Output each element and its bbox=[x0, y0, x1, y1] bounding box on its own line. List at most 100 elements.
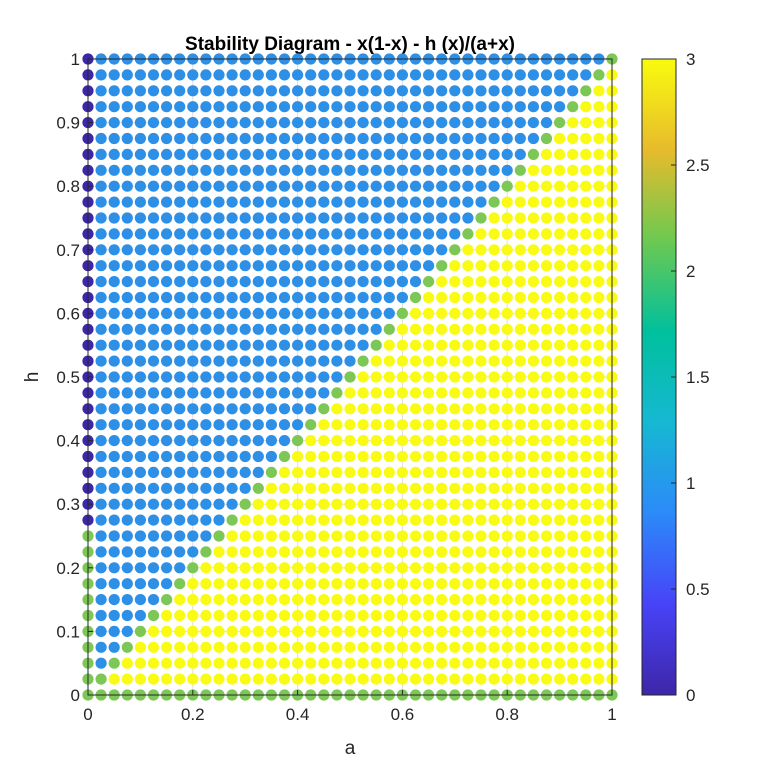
data-point bbox=[383, 276, 395, 288]
data-point bbox=[436, 625, 448, 638]
data-point bbox=[278, 85, 291, 97]
data-point bbox=[108, 228, 120, 240]
data-point bbox=[252, 562, 264, 574]
data-point bbox=[265, 625, 277, 638]
data-point bbox=[554, 625, 566, 638]
data-point bbox=[108, 609, 120, 622]
data-point bbox=[462, 657, 474, 669]
colorbar: 00.511.522.53 bbox=[641, 50, 710, 705]
data-point bbox=[344, 498, 356, 510]
data-point bbox=[318, 498, 330, 510]
data-point bbox=[121, 419, 133, 431]
data-point bbox=[514, 530, 526, 542]
data-point bbox=[527, 435, 540, 447]
data-point bbox=[475, 132, 487, 145]
data-point bbox=[396, 69, 408, 81]
data-point bbox=[278, 387, 291, 399]
colorbar-tick-label: 0 bbox=[686, 686, 695, 705]
data-point bbox=[540, 466, 553, 478]
data-point bbox=[95, 85, 107, 97]
data-point bbox=[383, 260, 395, 272]
data-point bbox=[226, 180, 238, 192]
data-point bbox=[318, 625, 330, 638]
data-point bbox=[462, 180, 474, 192]
data-point bbox=[134, 657, 146, 669]
data-point bbox=[370, 196, 382, 208]
data-point bbox=[409, 180, 422, 192]
data-point bbox=[554, 101, 566, 113]
data-point bbox=[95, 101, 107, 113]
data-point bbox=[383, 117, 395, 129]
data-point bbox=[593, 355, 605, 367]
data-point bbox=[200, 609, 212, 622]
data-point bbox=[292, 291, 304, 304]
y-tick-label: 0.4 bbox=[56, 432, 80, 451]
colorbar-tick-label: 0.5 bbox=[686, 580, 710, 599]
data-point bbox=[567, 403, 579, 415]
data-point bbox=[200, 641, 212, 653]
data-point bbox=[370, 132, 382, 145]
data-point bbox=[252, 609, 264, 622]
data-point bbox=[514, 498, 526, 510]
data-point bbox=[226, 482, 238, 494]
data-point bbox=[593, 609, 605, 622]
data-point bbox=[265, 244, 277, 256]
data-point bbox=[239, 625, 251, 638]
data-point bbox=[436, 117, 448, 129]
data-point bbox=[540, 371, 553, 383]
data-point bbox=[593, 578, 605, 590]
data-point bbox=[383, 132, 395, 145]
data-point bbox=[488, 387, 500, 399]
data-point bbox=[593, 244, 605, 256]
data-point bbox=[187, 307, 199, 319]
data-point bbox=[488, 641, 500, 653]
data-point bbox=[462, 419, 474, 431]
data-point bbox=[567, 657, 579, 669]
data-point bbox=[475, 323, 487, 335]
data-point bbox=[344, 85, 356, 97]
data-point bbox=[514, 609, 526, 622]
data-point bbox=[540, 450, 553, 463]
data-point bbox=[554, 450, 566, 463]
data-point bbox=[383, 355, 395, 367]
data-point bbox=[514, 578, 526, 590]
data-point bbox=[396, 148, 408, 160]
data-point bbox=[187, 228, 199, 240]
data-point bbox=[147, 244, 160, 256]
data-point bbox=[187, 276, 199, 288]
data-point bbox=[449, 514, 461, 526]
data-point bbox=[187, 323, 199, 335]
data-point bbox=[252, 228, 264, 240]
data-point bbox=[265, 355, 277, 367]
data-point bbox=[527, 625, 540, 638]
data-point bbox=[580, 244, 592, 256]
data-point bbox=[436, 641, 448, 653]
data-point bbox=[121, 450, 133, 463]
data-point bbox=[475, 466, 487, 478]
data-point bbox=[187, 530, 199, 542]
data-point bbox=[108, 85, 120, 97]
data-point bbox=[318, 212, 330, 224]
data-point bbox=[501, 530, 513, 542]
data-point bbox=[305, 578, 317, 590]
data-point bbox=[370, 387, 382, 399]
data-point bbox=[147, 594, 160, 606]
data-point bbox=[292, 450, 304, 463]
data-point bbox=[147, 196, 160, 208]
data-point bbox=[514, 625, 526, 638]
data-point bbox=[396, 291, 408, 304]
data-point bbox=[187, 387, 199, 399]
data-point bbox=[540, 530, 553, 542]
data-point bbox=[370, 291, 382, 304]
data-point bbox=[554, 594, 566, 606]
data-point bbox=[423, 132, 435, 145]
data-point bbox=[174, 228, 186, 240]
data-point bbox=[554, 419, 566, 431]
data-point bbox=[475, 307, 487, 319]
data-point bbox=[449, 69, 461, 81]
data-point bbox=[331, 419, 343, 431]
data-point bbox=[475, 498, 487, 510]
data-point bbox=[514, 196, 526, 208]
data-point bbox=[265, 371, 277, 383]
data-point bbox=[108, 307, 120, 319]
